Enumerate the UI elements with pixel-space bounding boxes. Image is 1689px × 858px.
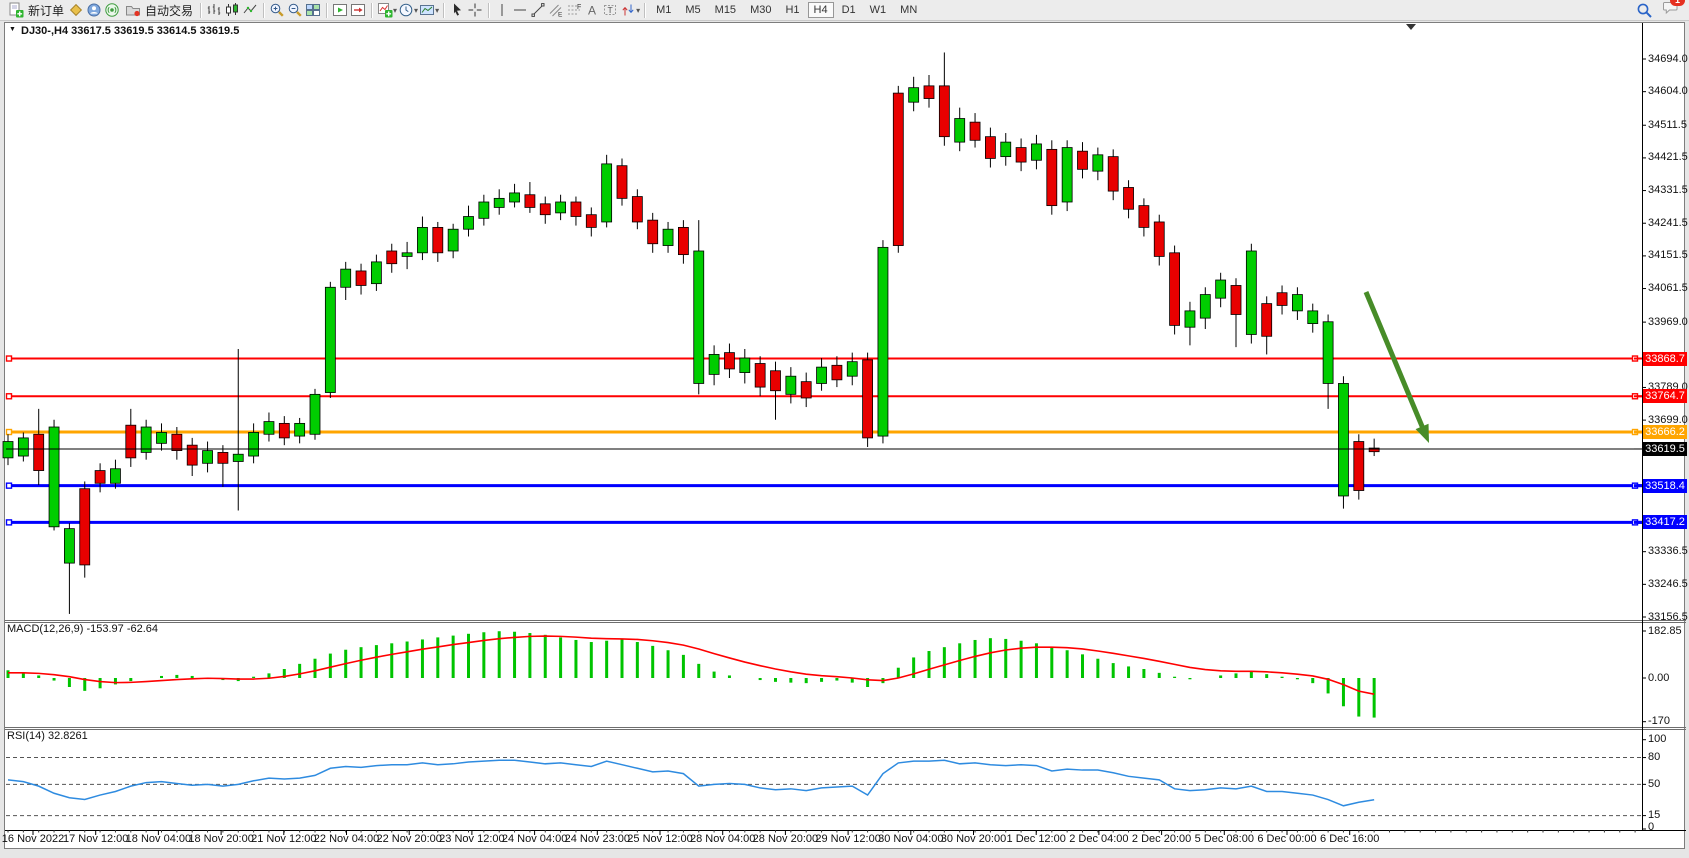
bar-chart-button[interactable]: [205, 2, 223, 19]
periods-clock-button[interactable]: [397, 2, 415, 19]
tf-button-W1[interactable]: W1: [864, 2, 893, 18]
chart-window: [4, 22, 1685, 849]
svg-text:F: F: [577, 4, 581, 11]
crosshair-button[interactable]: [466, 2, 484, 19]
tf-button-M5[interactable]: M5: [679, 2, 706, 18]
toolbar-separator: [326, 2, 328, 18]
tile-windows-button[interactable]: [304, 2, 322, 19]
toolbar-right-icons: 1: [1635, 0, 1685, 21]
svg-text:A: A: [588, 4, 596, 18]
toolbar-separator: [200, 2, 202, 18]
zoom-out-button[interactable]: [286, 2, 304, 19]
periods-caret-icon[interactable]: ▾: [414, 5, 419, 15]
tf-button-M30[interactable]: M30: [744, 2, 777, 18]
svg-text:E: E: [558, 12, 563, 19]
svg-text:T: T: [608, 5, 613, 15]
auto-trading-icon: [124, 2, 142, 19]
chat-button[interactable]: 1: [1661, 0, 1685, 21]
text-button[interactable]: A: [583, 2, 601, 19]
candlestick-chart-button[interactable]: [223, 2, 241, 19]
auto-trading-button[interactable]: 自动交易: [121, 1, 196, 20]
tf-button-M15[interactable]: M15: [709, 2, 742, 18]
metaeditor-icon[interactable]: [67, 2, 85, 19]
tf-button-MN[interactable]: MN: [894, 2, 923, 18]
community-icon[interactable]: [85, 2, 103, 19]
new-order-icon: [7, 2, 25, 19]
horizontal-line-button[interactable]: [511, 2, 529, 19]
cursor-button[interactable]: [448, 2, 466, 19]
arrows-caret-icon[interactable]: ▾: [636, 5, 641, 15]
vertical-line-button[interactable]: [493, 2, 511, 19]
tf-button-H4[interactable]: H4: [807, 2, 834, 18]
templates-button[interactable]: [418, 2, 436, 19]
zoom-in-button[interactable]: [268, 2, 286, 19]
new-order-button[interactable]: 新订单: [4, 1, 67, 20]
line-chart-button[interactable]: [241, 2, 259, 19]
text-label-button[interactable]: T: [601, 2, 619, 19]
auto-scroll-button[interactable]: [331, 2, 349, 19]
signals-icon[interactable]: [103, 2, 121, 19]
toolbar-separator: [443, 2, 445, 18]
toolbar-separator: [263, 2, 265, 18]
chart-shift-button[interactable]: [349, 2, 367, 19]
arrows-shapes-button[interactable]: [619, 2, 637, 19]
equidistant-channel-button[interactable]: E: [547, 2, 565, 19]
indicators-caret-icon[interactable]: ▾: [393, 5, 398, 15]
tf-button-M1[interactable]: M1: [650, 2, 677, 18]
tf-button-H1[interactable]: H1: [779, 2, 805, 18]
timeframe-toolbar: M1 M5 M15 M30 H1 H4 D1 W1 MN: [649, 2, 924, 18]
search-icon[interactable]: [1635, 2, 1653, 19]
toolbar-separator: [644, 2, 646, 18]
auto-trading-label: 自动交易: [145, 3, 194, 18]
fibonacci-button[interactable]: F: [565, 2, 583, 19]
trendline-button[interactable]: [529, 2, 547, 19]
new-order-label: 新订单: [28, 3, 65, 18]
templates-caret-icon[interactable]: ▾: [435, 5, 440, 15]
indicators-button[interactable]: [376, 2, 394, 19]
tf-button-D1[interactable]: D1: [836, 2, 862, 18]
toolbar-separator: [488, 2, 490, 18]
top-toolbar: 新订单 自动交易: [0, 0, 1689, 21]
chat-unread-badge: 1: [1670, 0, 1685, 6]
toolbar-separator: [371, 2, 373, 18]
